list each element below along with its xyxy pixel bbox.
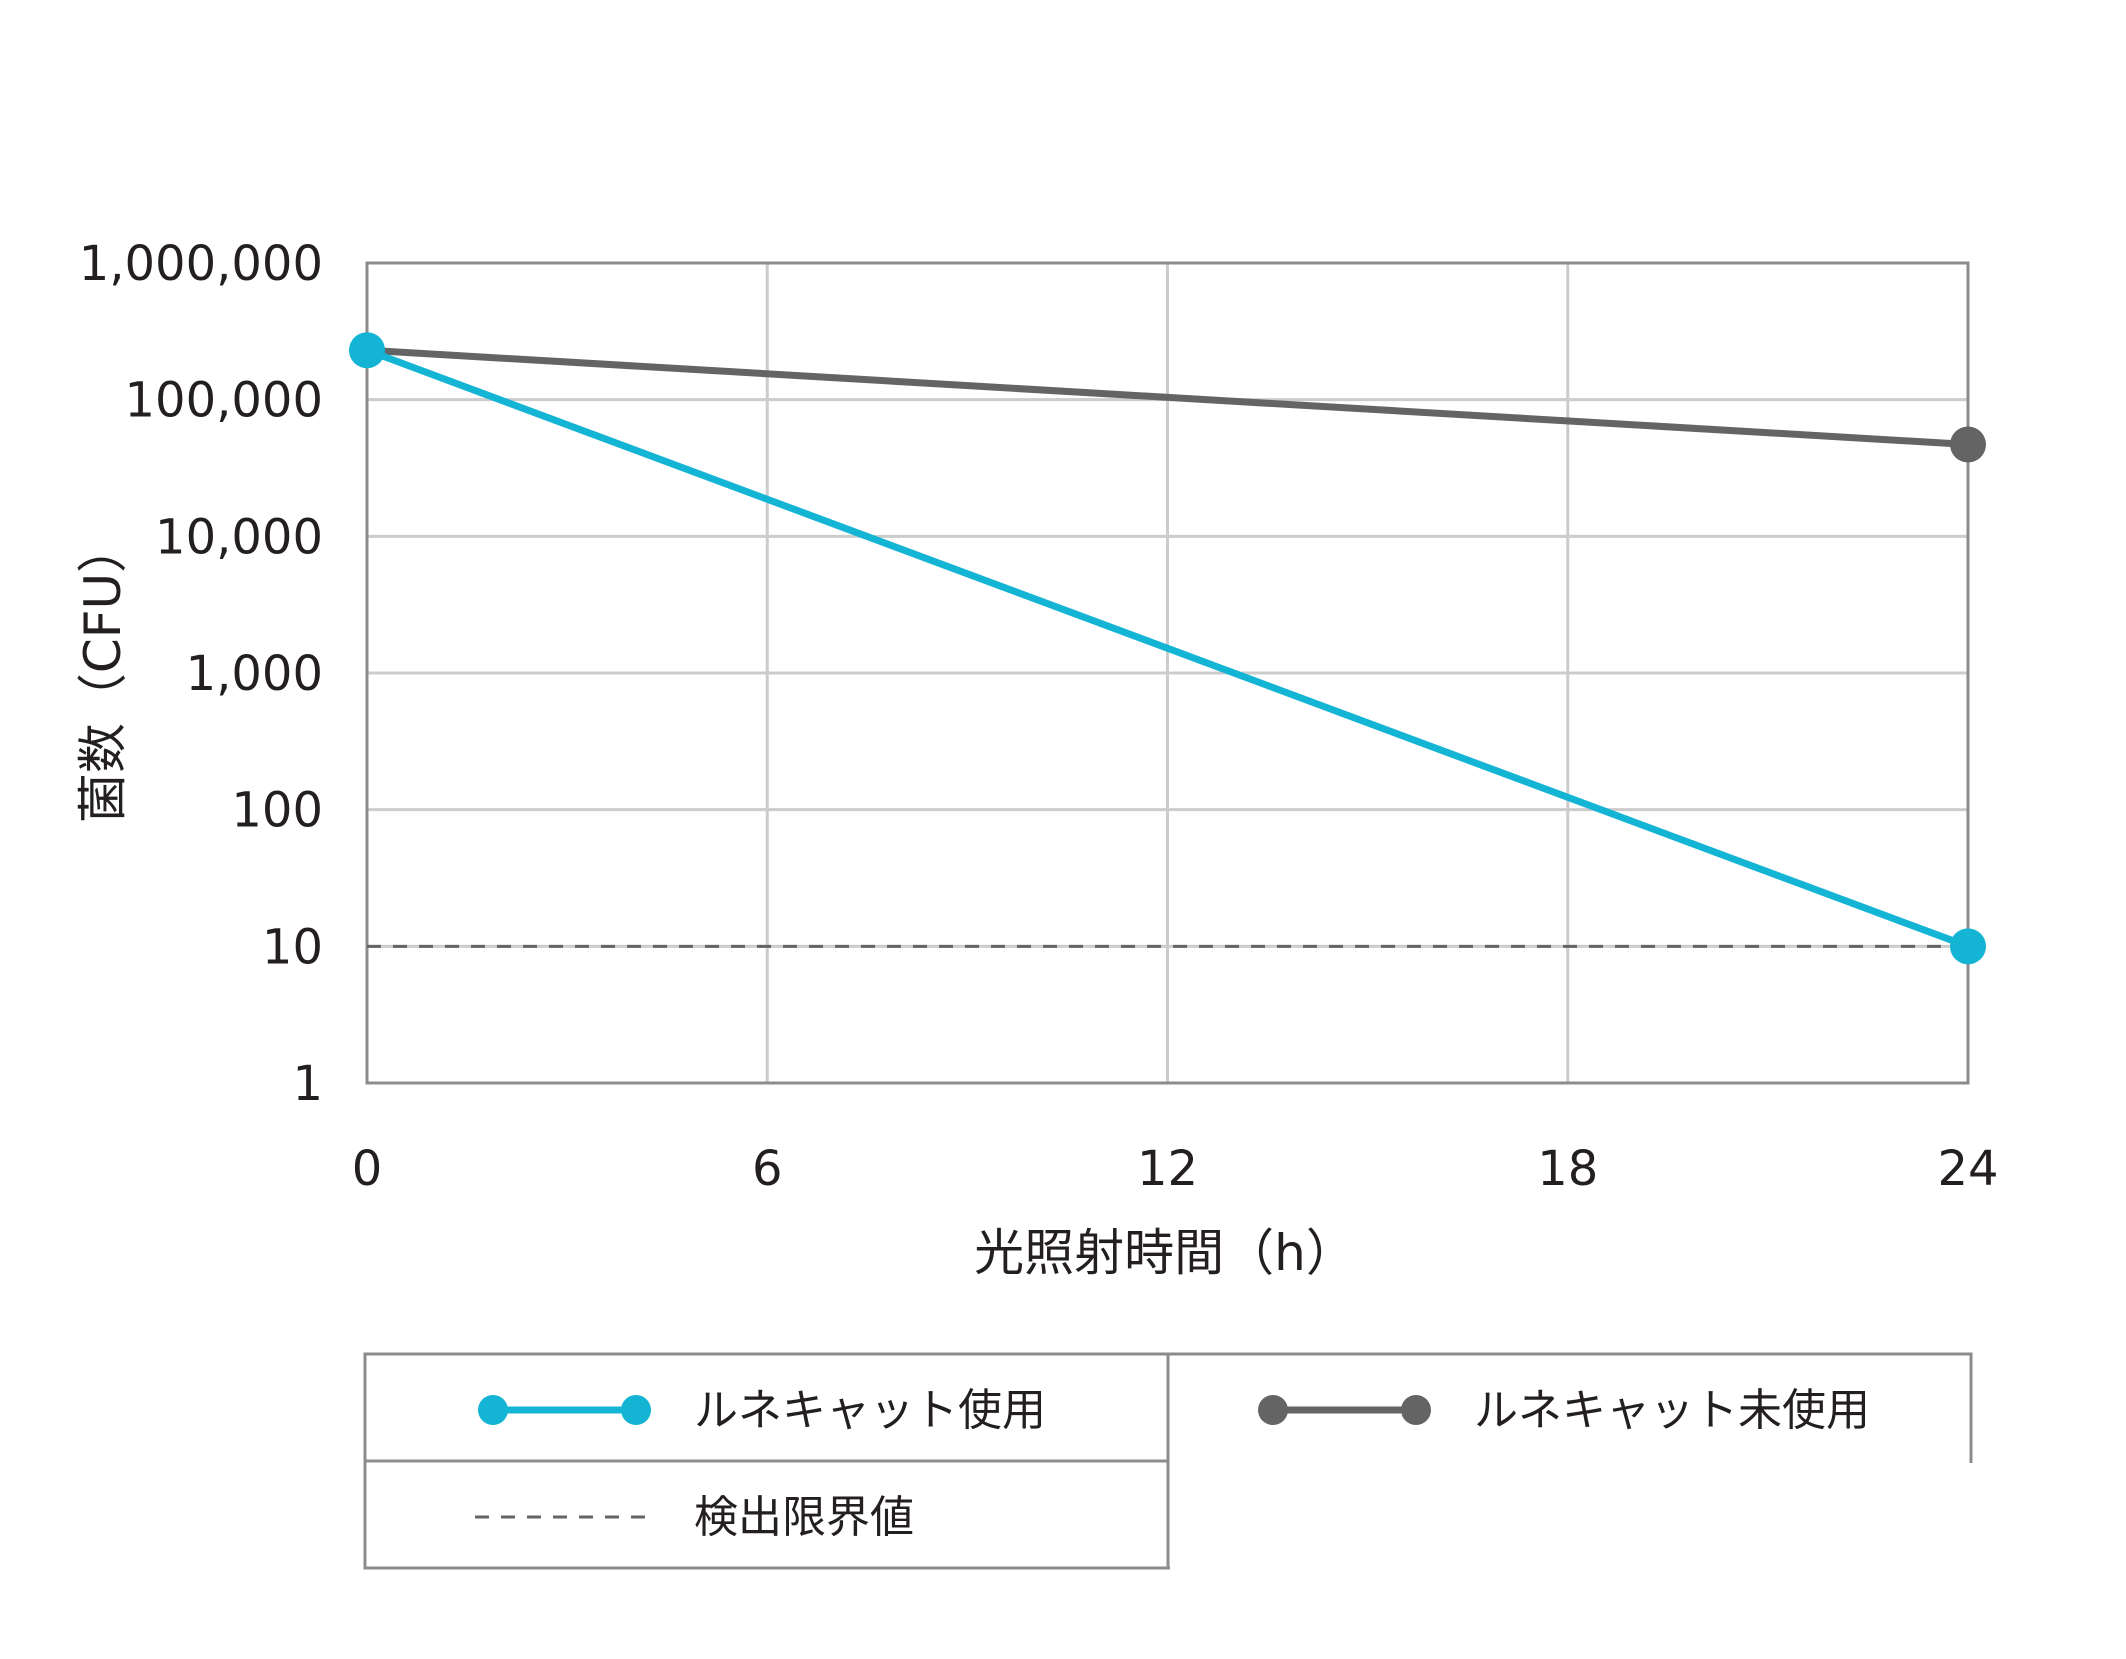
- x-axis-title: 光照射時間（h）: [974, 1224, 1356, 1282]
- legend-label-unused: ルネキャット未使用: [1474, 1385, 1870, 1436]
- y-tick-label: 10,000: [155, 509, 323, 565]
- y-tick-label: 10: [262, 919, 323, 975]
- data-point-used: [349, 332, 385, 369]
- legend-empty-cell: [1170, 1463, 1973, 1570]
- legend: ルネキャット使用 ルネキャット未使用 検出限界値: [363, 1352, 1973, 1570]
- tick-label-layer: 1 10 100 1,000 10,000 100,000 1,000,000 0 6 12 18 2…: [79, 236, 1999, 1197]
- legend-swatch-used-marker-start: [478, 1395, 508, 1425]
- legend-swatch-unused-marker-end: [1401, 1395, 1431, 1425]
- series-line-unused: [366, 346, 1969, 448]
- data-point-used: [1950, 928, 1986, 965]
- legend-label-detection-limit: 検出限界値: [694, 1492, 914, 1543]
- x-tick-label: 24: [1937, 1141, 1998, 1197]
- data-point-unused: [1950, 426, 1986, 463]
- series-layer: [349, 332, 1986, 965]
- x-tick-label: 12: [1137, 1141, 1198, 1197]
- y-tick-label: 1,000,000: [79, 236, 323, 292]
- legend-label-used: ルネキャット使用: [694, 1385, 1046, 1436]
- y-tick-label: 100: [231, 783, 323, 839]
- x-tick-label: 6: [752, 1141, 783, 1197]
- y-axis-title: 菌数（CFU）: [74, 523, 132, 823]
- y-tick-label: 1: [292, 1056, 323, 1112]
- y-tick-label: 1,000: [186, 646, 323, 702]
- legend-swatch-used-marker-end: [621, 1395, 651, 1425]
- x-tick-label: 18: [1537, 1141, 1598, 1197]
- y-tick-label: 100,000: [125, 373, 324, 429]
- grid-layer: [365, 261, 1970, 1085]
- legend-swatch-unused-marker-start: [1258, 1395, 1288, 1425]
- series-line-used: [365, 346, 1970, 950]
- x-tick-label: 0: [352, 1141, 383, 1197]
- plot-frame: [365, 261, 1970, 1085]
